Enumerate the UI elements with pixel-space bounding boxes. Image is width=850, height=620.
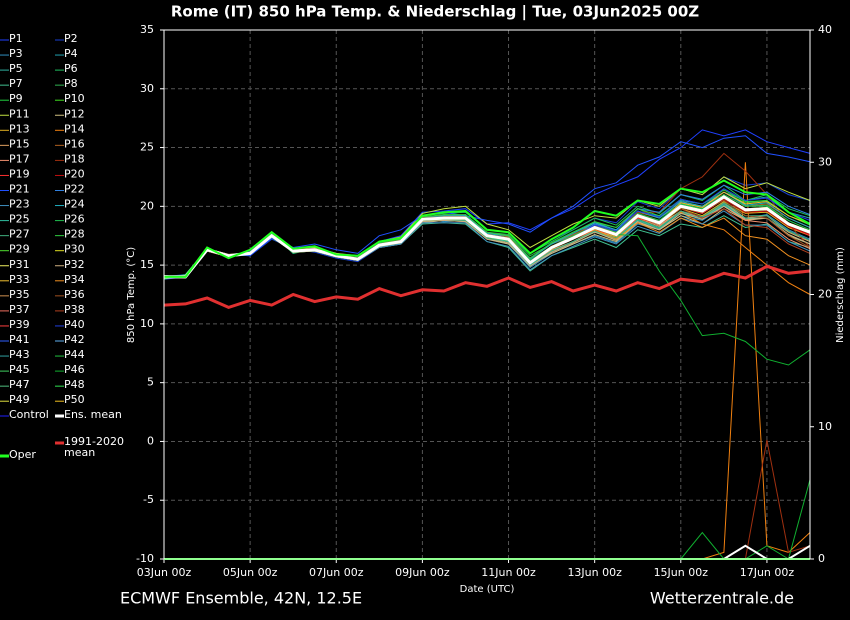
y2-axis-label: Niederschlag (mm) (835, 247, 846, 343)
legend-label: P31 (9, 258, 30, 271)
x-tick-label: 15Jun 00z (654, 566, 709, 579)
y2-tick-label: 20 (818, 288, 832, 301)
legend-label: P10 (64, 92, 85, 105)
legend-label: P25 (9, 213, 30, 226)
legend-label: P13 (9, 122, 30, 135)
legend-label: P44 (64, 348, 85, 361)
legend-label: P39 (9, 318, 30, 331)
legend-label: P46 (64, 363, 85, 376)
legend-label: P18 (64, 152, 85, 165)
y-tick-label: 30 (140, 82, 154, 95)
legend-label: P30 (64, 243, 85, 256)
x-axis-label: Date (UTC) (460, 584, 515, 595)
y-tick-label: 20 (140, 199, 154, 212)
legend-label: Oper (9, 448, 36, 461)
precip-line (164, 544, 811, 560)
footer-left: ECMWF Ensemble, 42N, 12.5E (120, 589, 362, 608)
y-tick-label: 15 (140, 258, 154, 271)
legend-label: P1 (9, 32, 23, 45)
legend-label: P9 (9, 92, 23, 105)
legend-label: Ens. mean (64, 408, 122, 421)
series-line (163, 152, 811, 278)
x-tick-label: 03Jun 00z (137, 566, 192, 579)
legend-label: P29 (9, 243, 30, 256)
legend-label: P45 (9, 363, 30, 376)
legend-label: P21 (9, 183, 30, 196)
plot-frame (163, 29, 811, 560)
legend-label: P50 (64, 393, 85, 406)
legend-label: P27 (9, 228, 30, 241)
x-tick-label: 07Jun 00z (309, 566, 364, 579)
legend-label: P35 (9, 288, 30, 301)
legend-label: P15 (9, 137, 30, 150)
series-line (163, 264, 811, 310)
legend-label: P28 (64, 228, 85, 241)
x-tick-label: 05Jun 00z (223, 566, 278, 579)
legend-label: P16 (64, 137, 85, 150)
legend-label: P36 (64, 288, 85, 301)
legend-label: P8 (64, 77, 78, 90)
y-tick-label: 10 (140, 317, 154, 330)
x-tick-label: 17Jun 00z (740, 566, 795, 579)
series-line (163, 135, 811, 279)
precip-line (164, 479, 811, 560)
y2-tick-label: 0 (818, 552, 825, 565)
chart-title: Rome (IT) 850 hPa Temp. & Niederschlag |… (171, 3, 699, 22)
legend-label: Control (9, 408, 49, 421)
legend-label: P17 (9, 152, 30, 165)
legend-label: P26 (64, 213, 85, 226)
legend-label: P42 (64, 333, 85, 346)
legend-label: P38 (64, 303, 85, 316)
legend-label: P40 (64, 318, 85, 331)
legend-label: P33 (9, 273, 30, 286)
legend-label: 1991-2020 mean (64, 435, 124, 459)
x-tick-label: 09Jun 00z (395, 566, 450, 579)
y-tick-label: 25 (140, 141, 154, 154)
precip-line (164, 439, 811, 560)
legend-label: P14 (64, 122, 85, 135)
legend-label: P49 (9, 393, 30, 406)
x-tick-label: 11Jun 00z (481, 566, 536, 579)
y-tick-label: 35 (140, 23, 154, 36)
legend-label: P43 (9, 348, 30, 361)
legend-label: P24 (64, 198, 85, 211)
legend-label: P20 (64, 167, 85, 180)
legend-label: P3 (9, 47, 23, 60)
footer-right: Wetterzentrale.de (650, 589, 794, 608)
y-tick-label: 5 (147, 376, 154, 389)
legend-label: P19 (9, 167, 30, 180)
legend-label: P48 (64, 378, 85, 391)
legend-label: P7 (9, 77, 23, 90)
legend-label: P12 (64, 107, 85, 120)
legend-label: P34 (64, 273, 85, 286)
legend-label: P22 (64, 183, 85, 196)
y-axis-label: 850 hPa Temp. (°C) (126, 247, 137, 343)
x-tick-label: 13Jun 00z (567, 566, 622, 579)
legend-label: P47 (9, 378, 30, 391)
y-tick-label: 0 (147, 434, 154, 447)
legend-label: P41 (9, 333, 30, 346)
series-line (164, 195, 811, 279)
series-line (164, 179, 811, 278)
legend-label: P37 (9, 303, 30, 316)
legend-label: P5 (9, 62, 23, 75)
legend-label: P4 (64, 47, 78, 60)
legend-label: P32 (64, 258, 85, 271)
y2-tick-label: 40 (818, 23, 832, 36)
y2-tick-label: 30 (818, 155, 832, 168)
legend-label: P6 (64, 62, 78, 75)
legend-label: P11 (9, 107, 30, 120)
legend-label: P2 (64, 32, 78, 45)
y-tick-label: -10 (136, 552, 154, 565)
series-line (164, 211, 811, 295)
legend-label: P23 (9, 198, 30, 211)
y2-tick-label: 10 (818, 420, 832, 433)
y-tick-label: -5 (143, 493, 154, 506)
